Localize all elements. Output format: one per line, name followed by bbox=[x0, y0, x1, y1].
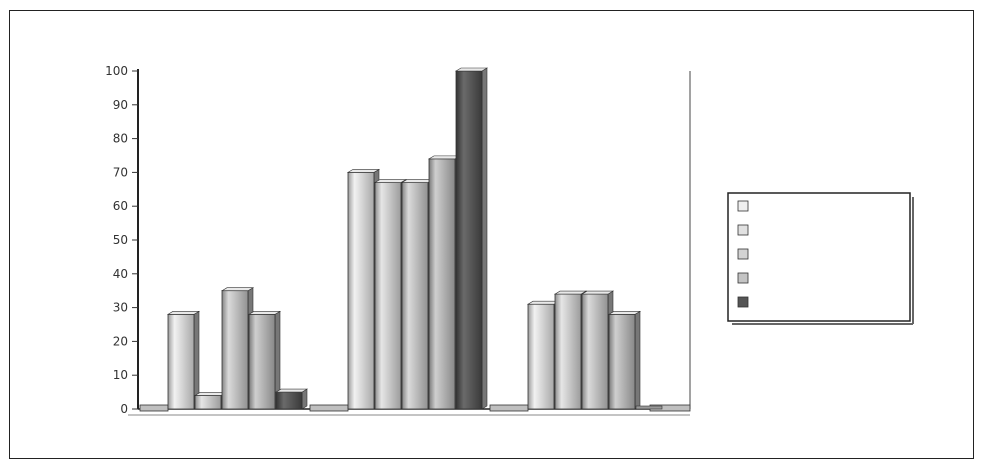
legend-swatch bbox=[737, 200, 749, 212]
bar-front bbox=[374, 182, 402, 410]
bar bbox=[247, 310, 282, 410]
bar-top bbox=[166, 311, 201, 315]
bar bbox=[166, 310, 201, 410]
bar-top bbox=[400, 179, 435, 183]
y-tick-label: 50 bbox=[113, 233, 128, 247]
bar bbox=[427, 155, 462, 410]
y-tick-label: 90 bbox=[113, 98, 128, 112]
y-tick-label: 70 bbox=[113, 165, 128, 179]
bar bbox=[526, 300, 561, 410]
bar-side bbox=[301, 388, 308, 410]
bar bbox=[635, 405, 663, 410]
legend-swatch bbox=[737, 272, 749, 284]
y-tick-label: 100 bbox=[105, 64, 128, 78]
y-tick-label: 40 bbox=[113, 267, 128, 281]
bar-base bbox=[635, 405, 663, 410]
bar bbox=[220, 287, 255, 410]
bar-front bbox=[347, 171, 375, 410]
bar bbox=[553, 290, 588, 410]
floor-segment bbox=[139, 404, 169, 412]
bar-top bbox=[580, 290, 615, 295]
bar-top bbox=[526, 300, 561, 305]
legend-swatch bbox=[737, 296, 749, 308]
bar-side bbox=[634, 310, 641, 410]
bar-top bbox=[373, 179, 408, 183]
bar-top bbox=[454, 67, 489, 72]
floor-segment bbox=[309, 404, 349, 412]
legend-box bbox=[727, 192, 911, 322]
bar-front bbox=[401, 182, 429, 410]
bars bbox=[139, 67, 691, 412]
bar bbox=[454, 67, 489, 410]
bar-front bbox=[248, 313, 276, 410]
bar-top bbox=[220, 287, 255, 292]
bar bbox=[400, 179, 435, 410]
bar-top bbox=[427, 155, 462, 160]
bar bbox=[580, 290, 615, 410]
bar-front bbox=[275, 391, 303, 410]
floor-segment bbox=[489, 404, 529, 412]
bar-top bbox=[607, 311, 642, 315]
bar-front bbox=[428, 158, 456, 410]
legend-swatch bbox=[737, 224, 749, 236]
bar-top bbox=[274, 388, 309, 393]
bar-top bbox=[553, 290, 588, 295]
bar bbox=[373, 179, 408, 410]
bar bbox=[274, 388, 309, 410]
bar-side bbox=[481, 67, 488, 410]
bar-top bbox=[247, 311, 282, 315]
bar bbox=[346, 168, 381, 410]
bar-front bbox=[221, 290, 249, 410]
bar-front bbox=[194, 395, 222, 410]
bar bbox=[193, 391, 228, 410]
y-tick-label: 30 bbox=[113, 301, 128, 315]
bar-front bbox=[455, 70, 483, 410]
y-tick-label: 80 bbox=[113, 132, 128, 146]
chart-frame: 0 10 20 30 40 50 60 70 80 90 100 bbox=[9, 10, 974, 459]
bar-front bbox=[527, 303, 555, 410]
y-tick-label: 0 bbox=[120, 402, 128, 416]
bar-top bbox=[346, 169, 381, 173]
y-tick-labels: 0 10 20 30 40 50 60 70 80 90 100 bbox=[105, 64, 138, 416]
bar-front bbox=[554, 293, 582, 410]
legend-swatch bbox=[737, 248, 749, 260]
y-tick-label: 10 bbox=[113, 368, 128, 382]
bar bbox=[607, 310, 642, 410]
bar-front bbox=[167, 313, 195, 410]
y-tick-label: 20 bbox=[113, 334, 128, 348]
bar-top bbox=[193, 392, 228, 396]
y-tick-label: 60 bbox=[113, 199, 128, 213]
bar-chart: 0 10 20 30 40 50 60 70 80 90 100 bbox=[105, 64, 914, 416]
bar-front bbox=[608, 313, 636, 410]
legend bbox=[727, 192, 914, 325]
bar-front bbox=[581, 293, 609, 410]
